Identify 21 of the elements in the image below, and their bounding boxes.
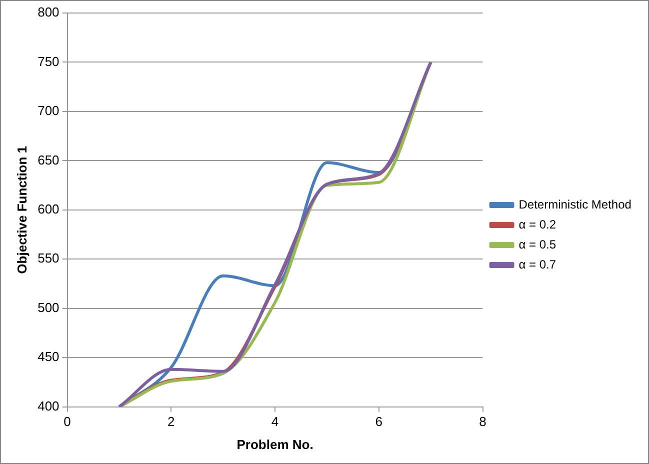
x-tick-label: 6	[375, 414, 382, 430]
legend-label: Deterministic Method	[518, 197, 632, 212]
y-tick-label: 550	[38, 250, 60, 266]
y-tick-label: 700	[38, 103, 60, 118]
line-series	[118, 60, 432, 407]
legend-label: α = 0.7	[518, 257, 556, 272]
y-axis-title: Objective Function 1	[14, 146, 30, 274]
y-tick-label: 750	[38, 54, 60, 69]
x-tick-label: 4	[271, 414, 279, 430]
y-tick-label: 400	[38, 398, 60, 414]
x-tick-label: 2	[168, 414, 175, 430]
x-tick-label: 8	[479, 414, 486, 430]
y-tick-label: 450	[38, 349, 60, 364]
y-tick-label: 500	[38, 300, 60, 315]
x-tick-label: 0	[64, 414, 71, 430]
legend-label: α = 0.5	[518, 237, 556, 252]
legend-label: α = 0.2	[518, 217, 556, 232]
y-tick-label: 800	[38, 4, 60, 20]
y-tick-label: 650	[38, 152, 60, 168]
x-axis-title: Problem No.	[236, 436, 314, 452]
y-tick-label: 600	[38, 201, 60, 216]
